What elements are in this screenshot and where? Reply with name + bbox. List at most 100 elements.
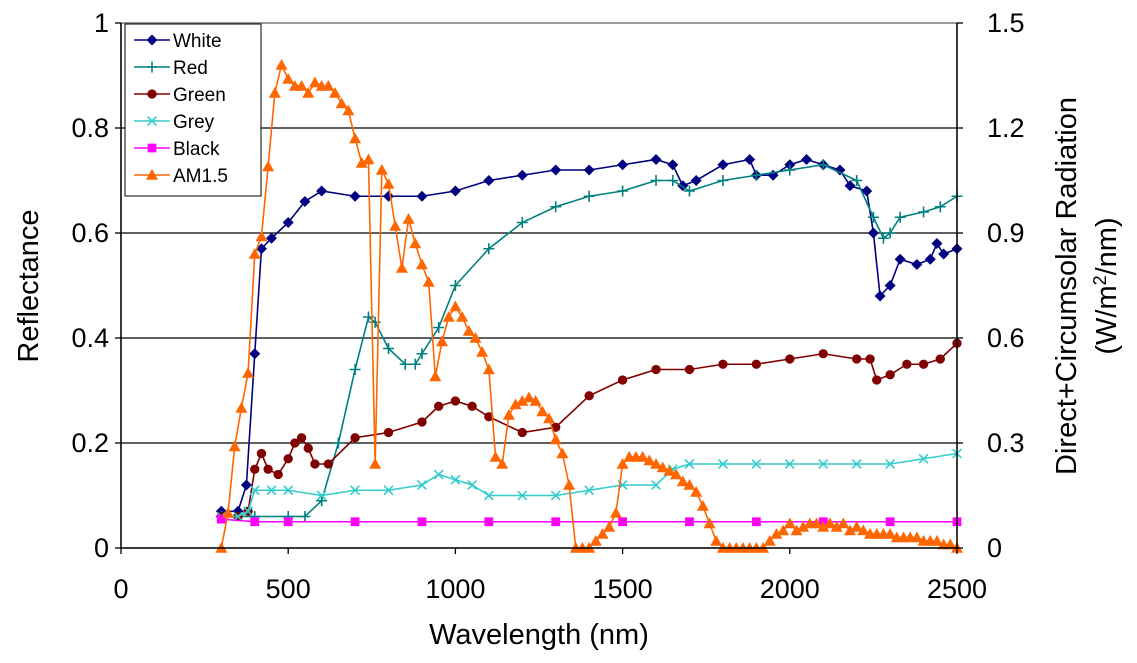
data-point <box>643 454 656 466</box>
data-point <box>516 217 528 228</box>
y-axis-title: Reflectance <box>13 209 45 362</box>
data-point <box>667 175 679 186</box>
data-point <box>935 354 945 364</box>
data-point <box>350 517 360 527</box>
data-point <box>851 175 863 186</box>
data-point <box>930 535 943 546</box>
data-point <box>818 349 828 359</box>
data-point <box>717 175 729 186</box>
data-point <box>283 454 293 464</box>
data-point <box>483 175 495 186</box>
data-point <box>944 538 957 550</box>
data-point <box>785 354 795 364</box>
data-point <box>877 232 889 244</box>
y2-tick-label: 1.2 <box>987 113 1025 143</box>
data-point <box>763 535 776 546</box>
data-point <box>696 500 709 511</box>
series-white <box>215 154 963 517</box>
data-point <box>310 459 320 469</box>
data-point <box>517 427 527 438</box>
data-point <box>442 311 455 322</box>
data-point <box>931 238 943 249</box>
data-point <box>329 87 342 98</box>
data-point <box>316 495 328 507</box>
series-line <box>221 518 957 523</box>
data-point <box>449 185 461 197</box>
legend-label: White <box>173 31 222 52</box>
data-point <box>744 154 756 165</box>
data-point <box>830 521 843 532</box>
data-point <box>810 517 823 529</box>
data-point <box>690 175 702 186</box>
y-tick-label: 0.4 <box>71 323 109 353</box>
data-point <box>843 524 856 536</box>
data-point <box>529 395 542 406</box>
data-point <box>249 485 260 496</box>
legend-marker <box>146 34 158 46</box>
legend: White Red Green Grey Black AM1.5 <box>124 23 262 197</box>
y2-tick-label: 1.5 <box>987 8 1025 38</box>
data-point <box>332 437 344 449</box>
data-point <box>416 348 428 360</box>
data-point <box>683 185 695 197</box>
data-point <box>255 243 267 255</box>
data-point <box>255 230 268 242</box>
data-point <box>817 159 829 171</box>
data-point <box>240 479 252 491</box>
data-point <box>450 396 461 406</box>
data-point <box>415 258 428 270</box>
data-point <box>617 375 628 385</box>
data-point <box>302 87 315 98</box>
data-point <box>783 517 796 529</box>
data-point <box>456 311 469 322</box>
data-point <box>484 412 494 422</box>
legend-marker <box>147 116 157 126</box>
data-point <box>924 253 936 265</box>
data-point <box>902 359 912 369</box>
y2-tick-label: 0.9 <box>987 218 1025 248</box>
data-point <box>250 517 260 527</box>
data-point <box>296 433 307 443</box>
data-point <box>852 354 862 364</box>
data-point <box>416 190 428 202</box>
data-point <box>282 217 294 228</box>
data-point <box>290 438 300 448</box>
data-point <box>790 524 803 536</box>
data-point <box>509 398 522 410</box>
data-point <box>857 524 870 536</box>
data-point <box>467 480 478 490</box>
data-point <box>834 164 846 176</box>
y2-axis-title-prefix: (W/m <box>1091 285 1123 354</box>
data-point <box>483 490 494 501</box>
data-point <box>256 448 267 459</box>
data-point <box>938 248 950 260</box>
legend-item: Green <box>134 85 226 106</box>
y2-axis-title-sup: 2 <box>1090 275 1110 285</box>
data-point <box>885 517 895 527</box>
y2-axis-title-line2: (W/m2/nm) <box>1090 217 1123 354</box>
data-point <box>550 164 562 176</box>
data-point <box>275 59 288 70</box>
data-point <box>369 458 382 469</box>
data-point <box>484 517 494 527</box>
legend-item: Grey <box>134 112 215 133</box>
data-point <box>617 185 629 197</box>
data-point <box>248 248 261 259</box>
data-point <box>417 517 427 527</box>
data-point <box>299 511 311 522</box>
data-point <box>449 280 461 291</box>
data-point <box>362 153 375 165</box>
data-point <box>402 213 415 224</box>
data-point <box>751 517 761 527</box>
data-point <box>496 458 509 469</box>
data-point <box>265 232 277 244</box>
data-point <box>684 459 695 469</box>
data-point <box>717 159 729 171</box>
data-point <box>467 401 477 411</box>
data-point <box>462 325 475 336</box>
legend-label: Grey <box>173 112 215 133</box>
data-point <box>884 280 896 291</box>
y2-axis-title-line1: Direct+Circumsolar Radiation <box>1051 97 1083 475</box>
legend-marker <box>147 89 157 99</box>
data-point <box>885 459 896 469</box>
